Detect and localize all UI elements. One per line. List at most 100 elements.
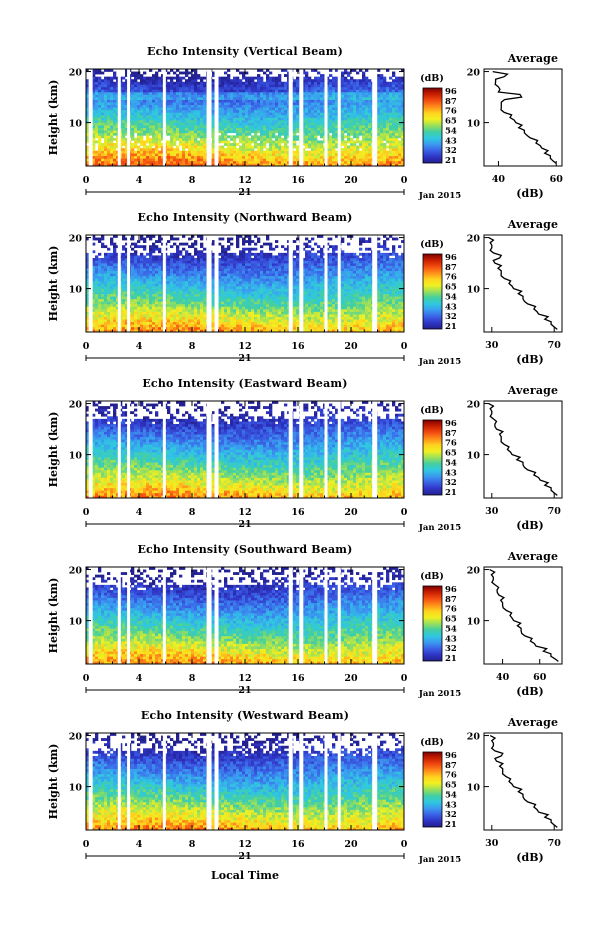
- heat-cell: [110, 97, 113, 100]
- heat-cell: [308, 89, 311, 92]
- heat-cell: [362, 312, 365, 315]
- heat-cell: [191, 161, 194, 164]
- heat-cell: [203, 112, 206, 115]
- heat-cell: [389, 327, 392, 330]
- heat-cell: [314, 128, 317, 131]
- heat-cell: [191, 322, 194, 325]
- heat-cell: [266, 77, 269, 80]
- heat-cell: [305, 79, 308, 82]
- heat-cell: [305, 319, 308, 322]
- heat-cell: [239, 79, 242, 82]
- heat-cell: [134, 146, 137, 149]
- heat-cell: [155, 79, 158, 82]
- heat-cell: [329, 74, 332, 77]
- heat-cell: [269, 102, 272, 105]
- heat-cell: [185, 314, 188, 317]
- heat-cell: [230, 107, 233, 110]
- heat-cell: [146, 161, 149, 164]
- heat-cell: [101, 105, 104, 108]
- heat-cell: [182, 146, 185, 149]
- heat-cell: [380, 146, 383, 149]
- heat-cell: [392, 105, 395, 108]
- heat-cell: [389, 309, 392, 312]
- heat-cell: [341, 97, 344, 100]
- heat-cell: [176, 105, 179, 108]
- heat-cell: [101, 102, 104, 105]
- heat-cell: [254, 306, 257, 309]
- heat-cell: [284, 158, 287, 161]
- heat-cell: [350, 306, 353, 309]
- heat-cell: [143, 72, 146, 75]
- heat-cell: [362, 82, 365, 85]
- heat-cell: [197, 158, 200, 161]
- heat-cell: [263, 107, 266, 110]
- heat-cell: [230, 322, 233, 325]
- heat-cell: [173, 314, 176, 317]
- heat-cell: [248, 156, 251, 159]
- heat-cell: [314, 324, 317, 327]
- heat-cell: [185, 100, 188, 103]
- heat-cell: [320, 135, 323, 138]
- heat-cell: [170, 120, 173, 123]
- heat-cell: [179, 312, 182, 315]
- heat-cell: [242, 130, 245, 133]
- heat-cell: [152, 327, 155, 330]
- heat-cell: [317, 95, 320, 98]
- heat-cell: [356, 158, 359, 161]
- heat-cell: [173, 105, 176, 108]
- heat-cell: [176, 324, 179, 327]
- heat-cell: [377, 84, 380, 87]
- heat-cell: [353, 112, 356, 115]
- heat-cell: [101, 148, 104, 151]
- heat-cell: [263, 324, 266, 327]
- heat-cell: [260, 102, 263, 105]
- heat-cell: [395, 138, 398, 141]
- heat-cell: [368, 317, 371, 320]
- heat-cell: [350, 304, 353, 307]
- heat-cell: [194, 120, 197, 123]
- heat-cell: [320, 130, 323, 133]
- heat-cell: [398, 146, 401, 149]
- heat-cell: [182, 95, 185, 98]
- heat-cell: [386, 306, 389, 309]
- heat-cell: [146, 97, 149, 100]
- heat-cell: [269, 92, 272, 95]
- heat-cell: [167, 123, 170, 126]
- heat-cell: [170, 84, 173, 87]
- heat-cell: [155, 301, 158, 304]
- heat-cell: [395, 319, 398, 322]
- heat-cell: [242, 319, 245, 322]
- heat-cell: [239, 72, 242, 75]
- heat-cell: [263, 146, 266, 149]
- heat-cell: [122, 110, 125, 113]
- heat-cell: [137, 146, 140, 149]
- heat-cell: [365, 135, 368, 138]
- heat-cell: [242, 123, 245, 126]
- heat-cell: [185, 125, 188, 128]
- heat-cell: [311, 135, 314, 138]
- heat-cell: [308, 97, 311, 100]
- heat-cell: [392, 115, 395, 118]
- heat-cell: [203, 143, 206, 146]
- heat-cell: [185, 135, 188, 138]
- heat-cell: [257, 143, 260, 146]
- heat-cell: [191, 79, 194, 82]
- heat-cell: [134, 309, 137, 312]
- heat-cell: [167, 72, 170, 75]
- heat-cell: [365, 324, 368, 327]
- heat-cell: [140, 87, 143, 90]
- heat-cell: [368, 312, 371, 315]
- heat-cell: [317, 89, 320, 92]
- heat-cell: [149, 82, 152, 85]
- heat-cell: [152, 115, 155, 118]
- heat-cell: [248, 82, 251, 85]
- heat-cell: [254, 92, 257, 95]
- heat-cell: [308, 118, 311, 121]
- heat-cell: [104, 105, 107, 108]
- heat-cell: [368, 140, 371, 143]
- heat-cell: [263, 112, 266, 115]
- heat-cell: [311, 151, 314, 154]
- heat-cell: [131, 319, 134, 322]
- heat-cell: [392, 128, 395, 131]
- heat-cell: [398, 158, 401, 161]
